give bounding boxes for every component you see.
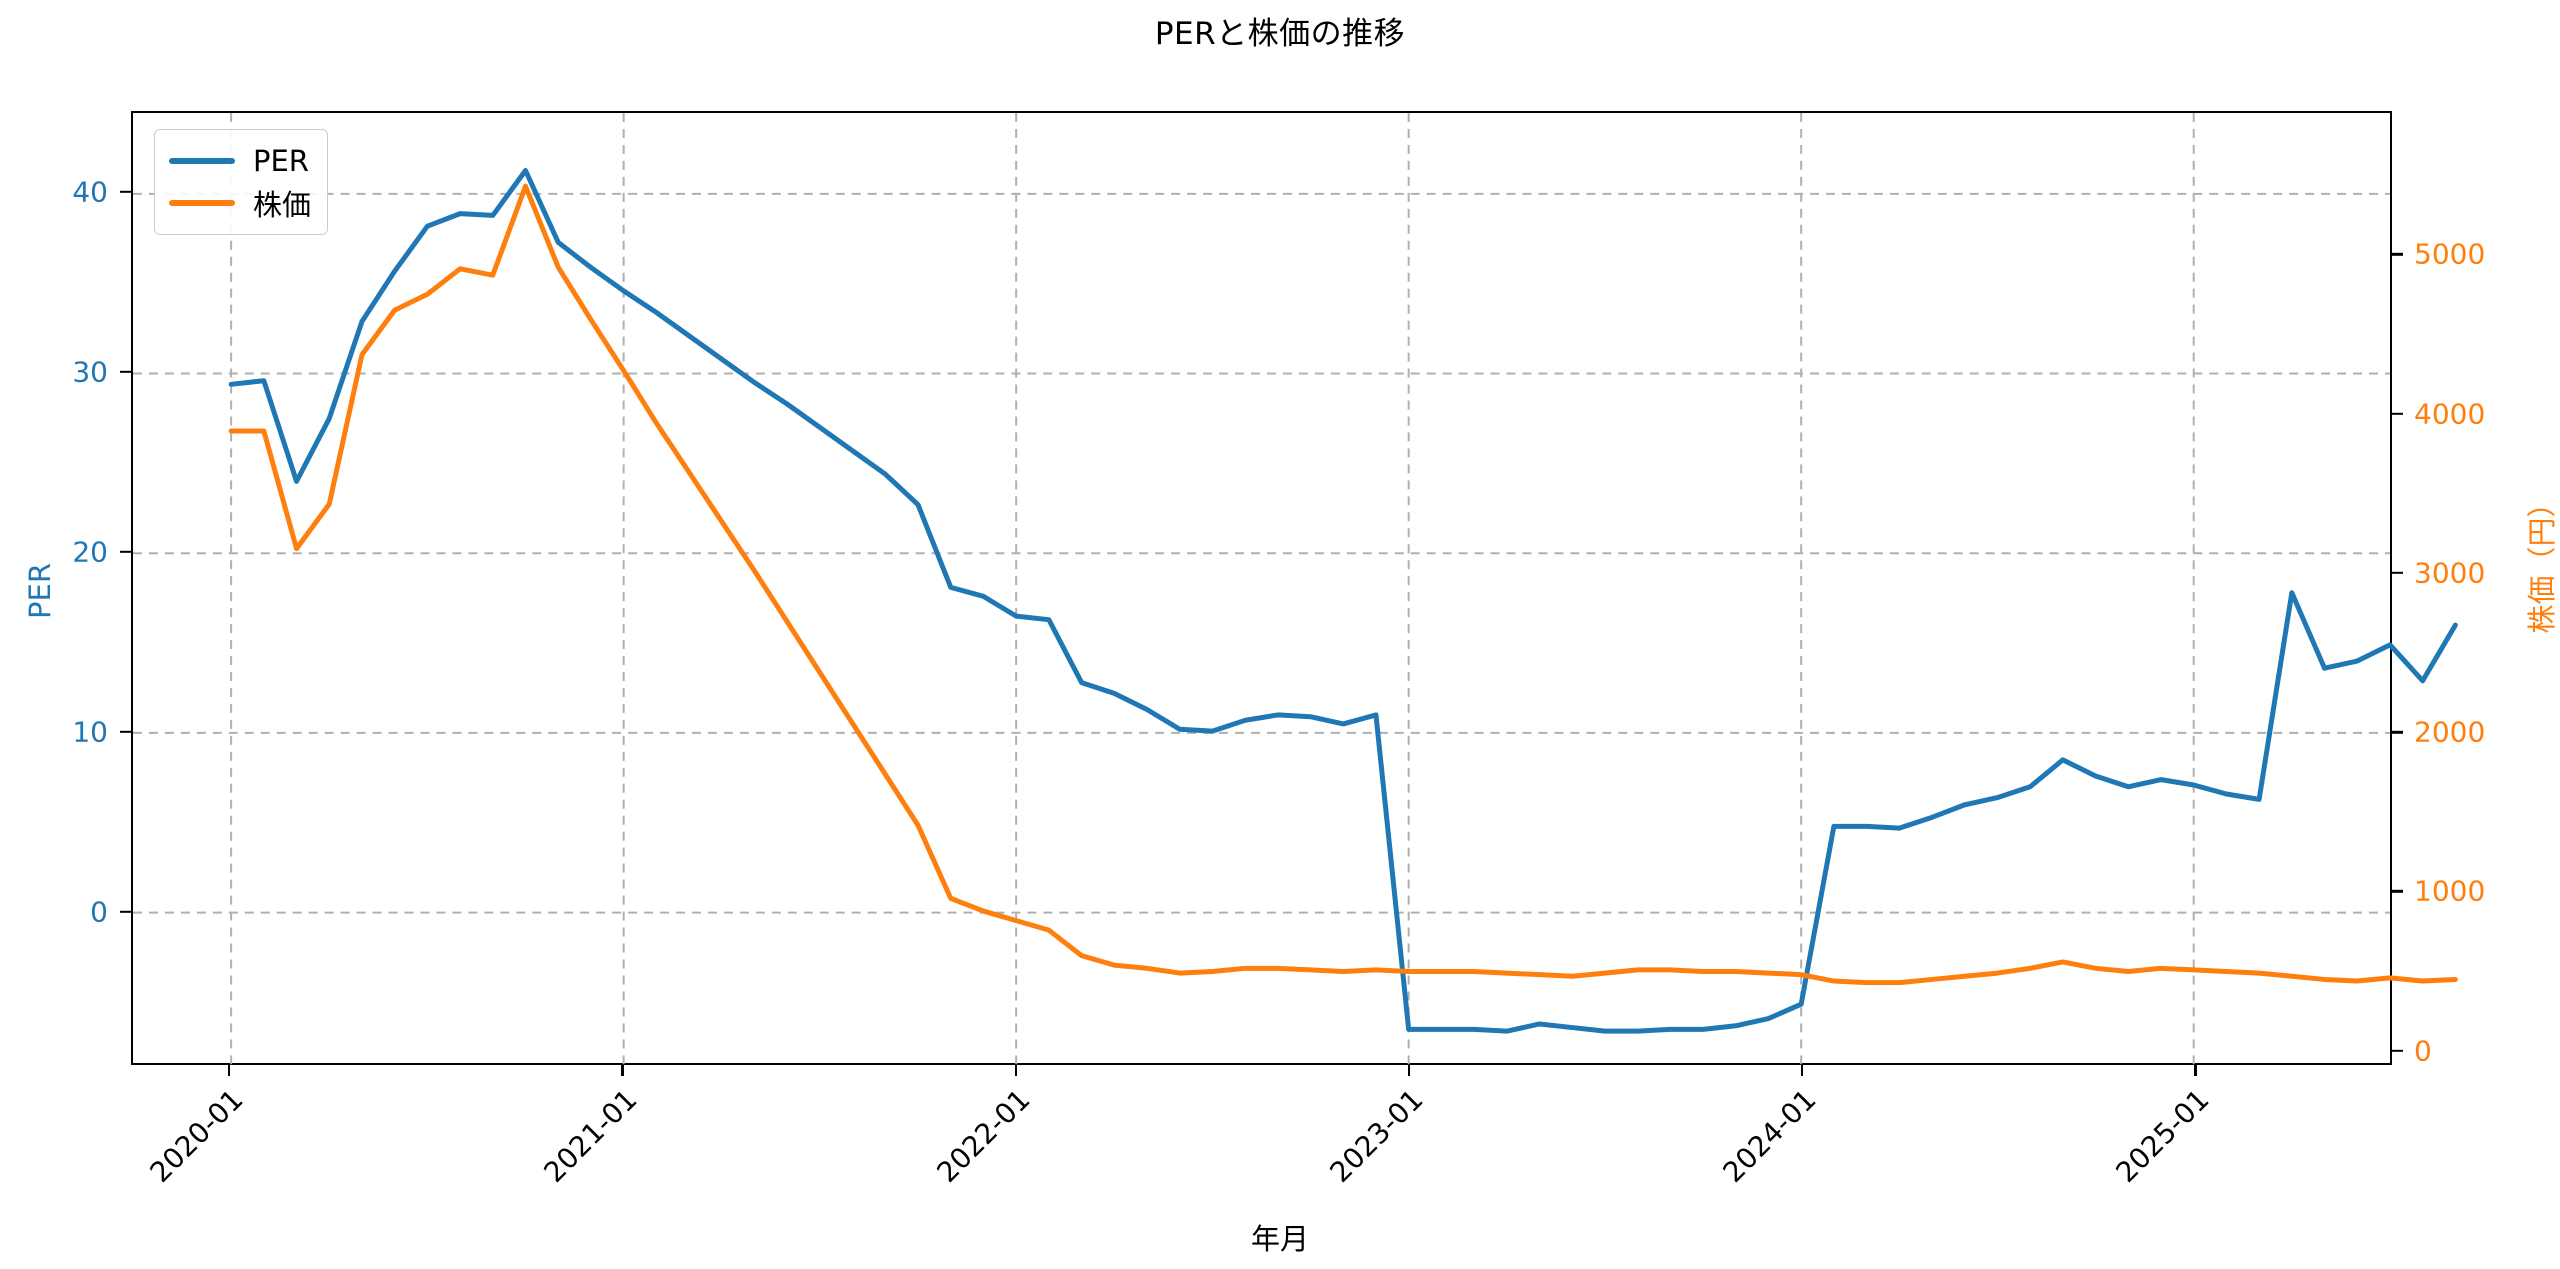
x-tickmark: [2194, 1065, 2197, 1076]
data-layer: [228, 168, 2458, 1034]
y-left-ticklabel: 30: [72, 355, 108, 389]
y-right-ticklabel: 1000: [2414, 874, 2486, 908]
y-right-ticklabel: 4000: [2414, 397, 2486, 431]
y-left-tickmark: [120, 190, 131, 194]
y-left-ticklabel: 20: [72, 535, 108, 569]
y-left-ticklabel: 0: [90, 895, 108, 929]
y-right-tickmark: [2392, 412, 2403, 415]
y-right-ticklabel: 3000: [2414, 556, 2486, 590]
y-right-tickmark: [2392, 730, 2403, 734]
legend-item-kabuka[interactable]: 株価: [169, 182, 311, 224]
y-right-tickmark: [2392, 253, 2403, 256]
y-axis-right-label: 株価（円）: [2525, 488, 2559, 634]
y-right-ticklabel: 2000: [2414, 715, 2486, 749]
y-right-tickmark: [2392, 1049, 2403, 1052]
plot-area: [131, 111, 2458, 1066]
y-axis-left-label: PER: [23, 563, 57, 619]
chart-title: PERと株価の推移: [1154, 16, 1406, 52]
series-line-kabuka: [228, 183, 2458, 986]
legend-swatch-per: [169, 158, 235, 164]
legend-item-per[interactable]: PER: [169, 140, 311, 182]
y-left-ticklabel: 40: [72, 175, 108, 209]
x-tickmark: [621, 1065, 624, 1076]
legend-swatch-kabuka: [169, 200, 235, 206]
x-tickmark: [1407, 1065, 1411, 1076]
y-left-tickmark: [120, 910, 131, 914]
chart-legend[interactable]: PER 株価: [154, 129, 329, 235]
y-right-tickmark: [2392, 890, 2403, 893]
x-tickmark: [1800, 1065, 1804, 1076]
y-right-tickmark: [2392, 571, 2403, 575]
x-tickmark: [228, 1065, 231, 1076]
y-left-tickmark: [120, 370, 131, 374]
y-left-tickmark: [120, 730, 131, 734]
y-left-tickmark: [120, 550, 131, 554]
y-left-ticklabel: 10: [72, 715, 108, 749]
series-line-per: [228, 168, 2458, 1034]
x-axis-label: 年月: [1250, 1222, 1309, 1256]
legend-label-per: PER: [253, 144, 309, 178]
x-tickmark: [1014, 1065, 1017, 1076]
y-right-ticklabel: 0: [2414, 1034, 2432, 1068]
legend-label-kabuka: 株価: [253, 188, 312, 222]
y-right-ticklabel: 5000: [2414, 237, 2486, 271]
